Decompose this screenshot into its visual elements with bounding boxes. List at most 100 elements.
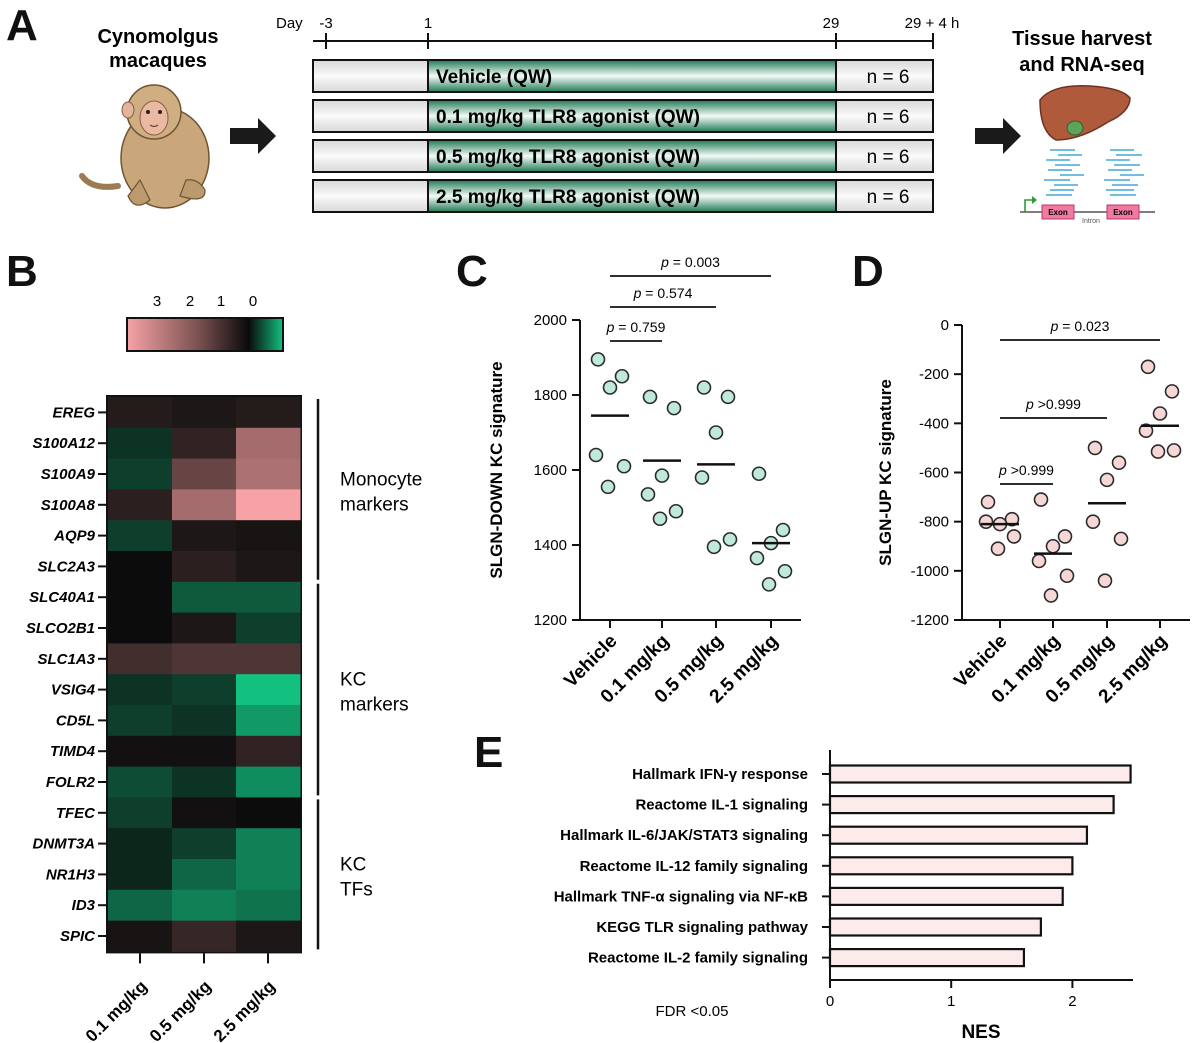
dosing-segment: [427, 139, 837, 173]
heatmap-cell: [108, 859, 173, 891]
panel-b: B 3 2 1 0 EREG S100A12 S100A9 S100A8 AQP9 SLC2A3…: [6, 247, 422, 1043]
intron-label: Intron: [1082, 218, 1100, 225]
data-point: [668, 503, 684, 519]
x-axis-label: NES: [961, 1022, 1000, 1043]
data-point: [696, 380, 712, 395]
y-tick-label: -400: [919, 415, 949, 432]
group-label: markers: [340, 695, 409, 716]
data-point: [652, 511, 668, 527]
timeline-tick-label: 29 + 4 h: [905, 15, 960, 32]
panel-a: A Cynomolgus macaques Day -3: [6, 1, 1155, 225]
p-value-label: p = 0.574: [633, 285, 693, 301]
heatmap-cell: [108, 427, 173, 460]
data-point: [761, 577, 777, 592]
heatmap-cell: [108, 889, 173, 922]
bar-category-label: KEGG TLR signaling pathway: [596, 919, 808, 936]
heatmap-cell: [236, 674, 301, 706]
pre-dose-segment: [312, 139, 429, 173]
heatmap-cell: [236, 766, 301, 798]
data-point: [1057, 529, 1073, 544]
heatmap-cell: [172, 427, 237, 460]
panel-letter-a: A: [6, 1, 38, 50]
heatmap-cell: [172, 551, 237, 583]
data-point: [990, 541, 1006, 557]
heatmap-column-label: 0.5 mg/kg: [146, 977, 215, 1043]
heatmap-cell: [236, 643, 301, 675]
data-point: [1004, 511, 1020, 527]
y-tick-label: -1000: [911, 563, 949, 580]
colorbar-tick-label: 2: [186, 293, 194, 310]
data-point: [1059, 568, 1075, 584]
y-tick-label: 1800: [534, 387, 567, 404]
data-point: [1045, 538, 1061, 554]
pre-dose-segment: [312, 99, 429, 133]
data-point: [642, 389, 658, 405]
heatmap-column-label: 0.1 mg/kg: [82, 977, 151, 1043]
exon-label: Exon: [1048, 208, 1068, 217]
heatmap-cell: [236, 551, 301, 583]
p-value-label: p = 0.023: [1050, 318, 1110, 334]
dosing-groups: Vehicle (QW) n = 6 0.1 mg/kg TLR8 agonist …: [312, 59, 934, 213]
timeline-tick-label: -3: [319, 15, 332, 32]
data-point: [706, 539, 722, 555]
data-point: [1164, 384, 1180, 399]
panel-e: E 0 1 2 NES FDR <0.05 Hallmark IFN-γ response…: [474, 728, 1133, 1043]
p-value-label: p = 0.759: [606, 319, 666, 335]
heatmap-cell: [236, 520, 301, 552]
data-point: [1043, 588, 1059, 603]
heatmap: EREG S100A12 S100A9 S100A8 AQP9 SLC2A3 SLC40A1…: [26, 395, 422, 1043]
y-axis-label: SLGN-DOWN KC signature: [487, 361, 506, 578]
bar: [828, 825, 1089, 845]
data-point: [1140, 359, 1156, 375]
heatmap-cell: [172, 612, 237, 644]
panel-letter-c: C: [456, 247, 488, 296]
liver-icon: [1039, 85, 1131, 141]
data-point: [1113, 531, 1129, 547]
heatmap-row-label: FOLR2: [46, 774, 96, 791]
heatmap-cell: [236, 920, 301, 952]
p-value-label: p >0.999: [998, 462, 1054, 478]
dosing-segment: [427, 59, 837, 93]
bar-category-label: Hallmark IFN-γ response: [632, 766, 808, 783]
heatmap-cell: [108, 674, 173, 706]
data-point: [1006, 529, 1022, 544]
heatmap-cell: [108, 735, 173, 768]
data-point: [751, 466, 767, 482]
data-point: [1031, 553, 1047, 569]
heatmap-row-label: S100A8: [41, 497, 96, 514]
data-point: [614, 368, 630, 384]
data-point: [1111, 455, 1127, 470]
bar-category-label: Reactome IL-1 signaling: [635, 797, 808, 814]
y-tick-label: 0: [941, 317, 949, 334]
data-point: [600, 479, 616, 495]
data-point: [590, 352, 606, 367]
colorbar-tick-label: 3: [153, 293, 161, 310]
timeline-tick-label: 29: [823, 15, 840, 32]
annotation: FDR <0.05: [656, 1003, 729, 1020]
data-point: [775, 522, 791, 538]
panel-d: D -1200 -1000 -800 -600 -400 -200 0 SLGN-UP KC …: [852, 247, 1190, 708]
heatmap-cell: [108, 520, 173, 552]
heatmap-row-label: DNMT3A: [33, 836, 96, 853]
heatmap-column-label: 2.5 mg/kg: [210, 977, 279, 1043]
gene-structure-icon: Exon Exon Intron: [1020, 196, 1155, 225]
group-label: KC: [340, 670, 366, 691]
group-label: 2.5 mg/kg TLR8 agonist (QW): [436, 187, 700, 208]
pre-dose-segment: [312, 179, 429, 213]
rna-seq-reads-icon: [1044, 149, 1144, 196]
data-point: [1097, 573, 1113, 588]
post-dose-segment: [835, 59, 934, 93]
heatmap-cell: [172, 705, 237, 737]
heatmap-row-label: SLC2A3: [37, 558, 95, 575]
group-label: Monocyte: [340, 469, 422, 490]
data-point: [1085, 514, 1101, 529]
data-point: [588, 447, 604, 463]
heatmap-row-label: ID3: [72, 897, 96, 914]
data-point: [616, 458, 632, 474]
timeline-tick-label: 1: [424, 15, 432, 32]
post-dose-segment: [835, 99, 934, 133]
heatmap-row-label: VSIG4: [51, 682, 96, 699]
heatmap-row-label: S100A12: [32, 435, 95, 452]
group-label: 0.5 mg/kg TLR8 agonist (QW): [436, 147, 700, 168]
heatmap-cell: [172, 828, 237, 860]
